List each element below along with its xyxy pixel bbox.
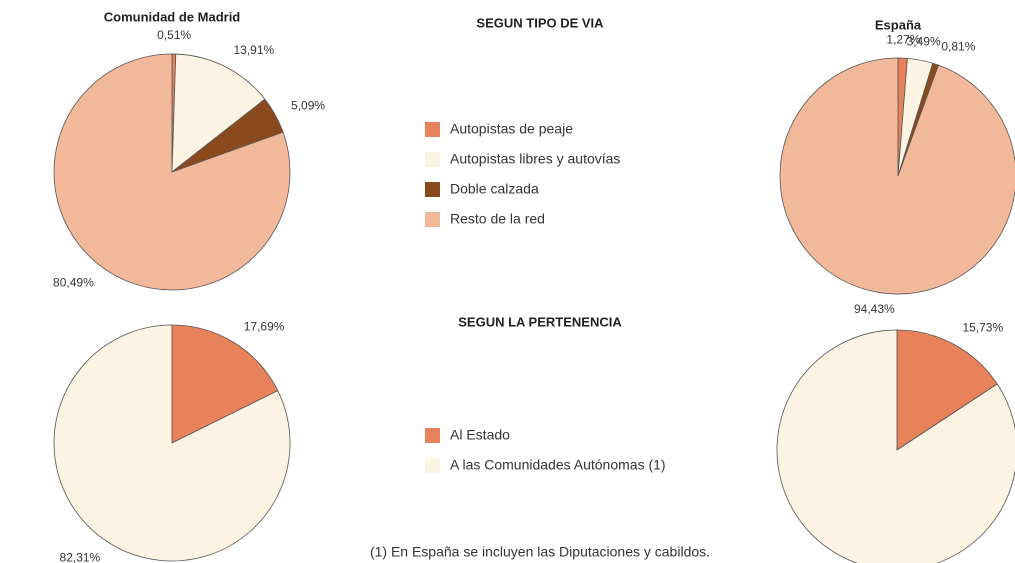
data-label: 82,31% (60, 551, 101, 563)
data-label: 1,27% (886, 32, 920, 46)
legend-swatch (425, 122, 440, 137)
pie-slice (896, 329, 998, 451)
data-label: 15,73% (962, 321, 1003, 335)
data-label: 0,51% (157, 28, 191, 42)
section-heading: SEGUN LA PERTENENCIA (458, 314, 622, 329)
legend-label: A las Comunidades Autónomas (1) (450, 457, 666, 473)
data-label: 80,49% (53, 275, 94, 289)
legend-label: Autopistas de peaje (450, 121, 573, 137)
legend-swatch (425, 458, 440, 473)
pie-slice (53, 324, 291, 562)
data-label: 3,49% (907, 35, 941, 49)
legend-swatch (425, 212, 440, 227)
data-label: 94,43% (854, 302, 895, 316)
section-heading: SEGUN TIPO DE VIA (476, 15, 604, 30)
pie-title: España (875, 17, 922, 32)
legend-label: Al Estado (450, 427, 510, 443)
footnote: (1) En España se incluyen las Diputacion… (370, 544, 710, 560)
legend-label: Doble calzada (450, 181, 539, 197)
legend-swatch (425, 428, 440, 443)
data-label: 17,69% (244, 320, 285, 334)
pie-slice (53, 53, 291, 291)
pie-slice (779, 57, 1015, 295)
data-label: 13,91% (233, 43, 274, 57)
legend-swatch (425, 152, 440, 167)
data-label: 5,09% (291, 98, 325, 112)
pie-title: Comunidad de Madrid (104, 9, 241, 24)
pie-slice (171, 324, 279, 444)
legend-label: Autopistas libres y autovías (450, 151, 620, 167)
data-label: 0,81% (941, 39, 975, 53)
legend-swatch (425, 182, 440, 197)
pie-slice (171, 53, 266, 173)
legend-label: Resto de la red (450, 211, 545, 227)
